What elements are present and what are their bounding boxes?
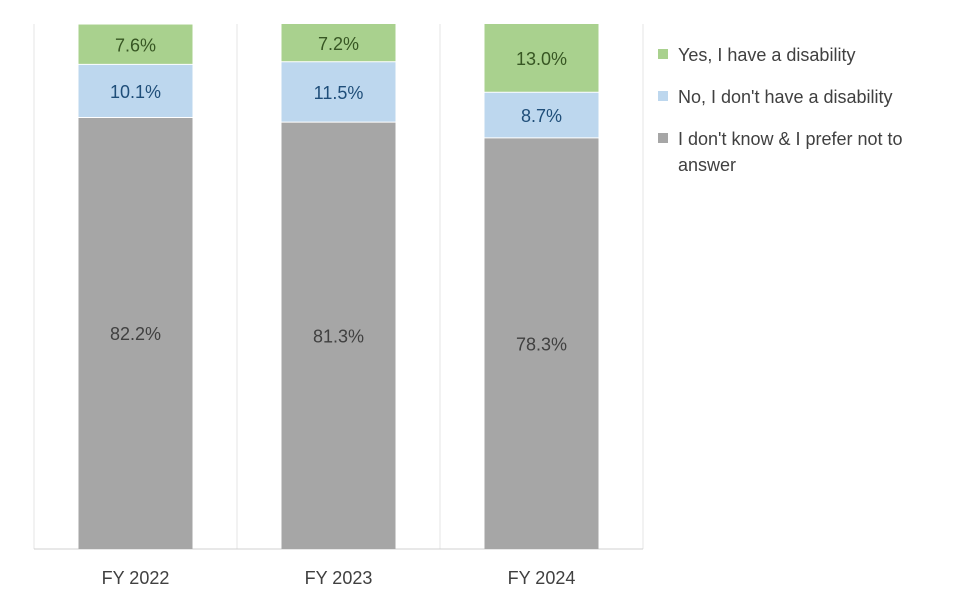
bar-segment — [484, 24, 599, 93]
legend-swatch — [658, 133, 668, 143]
x-tick-label: FY 2022 — [102, 568, 170, 588]
bar-segment — [281, 24, 396, 62]
data-label: 7.2% — [318, 34, 359, 54]
data-label: 13.0% — [516, 49, 567, 69]
legend-label: No, I don't have a disability — [678, 87, 893, 107]
legend-item: I don't know & I prefer not to answer — [658, 126, 948, 178]
data-label: 82.2% — [110, 324, 161, 344]
bar-segment — [281, 61, 396, 123]
chart-x-tick-labels: FY 2022 FY 2023 FY 2024 — [102, 568, 576, 588]
bar-segment — [484, 137, 599, 550]
data-label: 81.3% — [313, 327, 364, 347]
data-label: 8.7% — [521, 106, 562, 126]
bar-segment — [78, 24, 193, 65]
bar-segment — [78, 64, 193, 118]
legend-swatch — [658, 49, 668, 59]
chart-legend: Yes, I have a disability No, I don't have… — [658, 42, 948, 194]
x-tick-label: FY 2024 — [508, 568, 576, 588]
bar-segment — [281, 122, 396, 550]
data-label: 7.6% — [115, 35, 156, 55]
data-label: 11.5% — [314, 83, 364, 103]
legend-label: I don't know & I prefer not to answer — [678, 129, 903, 175]
legend-label: Yes, I have a disability — [678, 45, 856, 65]
legend-swatch — [658, 91, 668, 101]
chart-data-labels: 82.2% 10.1% 7.6% 81.3% 11.5% 7.2% 78.3% 8.7% 13.… — [110, 34, 567, 355]
data-label: 10.1% — [110, 82, 161, 102]
chart-bars — [78, 24, 599, 550]
bar-segment — [484, 92, 599, 138]
legend-item: Yes, I have a disability — [658, 42, 948, 68]
data-label: 78.3% — [516, 334, 567, 354]
x-tick-label: FY 2023 — [305, 568, 373, 588]
legend-item: No, I don't have a disability — [658, 84, 948, 110]
bar-segment — [78, 117, 193, 549]
